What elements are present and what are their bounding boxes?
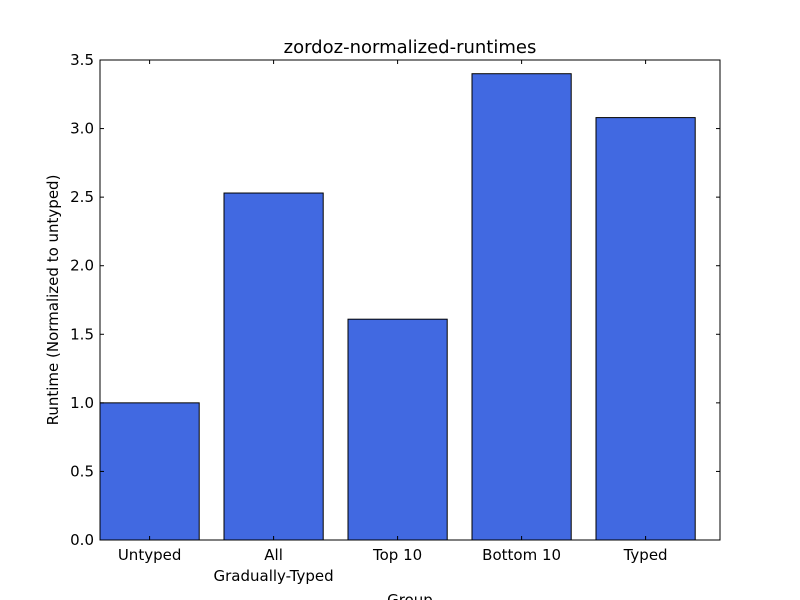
x-tick-label: Typed: [623, 546, 668, 564]
y-tick-label: 2.5: [70, 188, 94, 206]
y-tick-label: 3.0: [70, 120, 94, 138]
x-axis-label: Group: [387, 591, 433, 600]
bar-4: [595, 117, 696, 541]
y-tick-label: 3.5: [70, 51, 94, 69]
bar-0: [99, 402, 200, 541]
x-tick-label: Top 10: [372, 546, 422, 564]
y-tick-label: 0.0: [70, 531, 94, 549]
bar-3: [471, 73, 572, 541]
y-tick-label: 0.5: [70, 462, 94, 480]
x-tick-label: All: [264, 546, 283, 564]
bars-group: [99, 73, 696, 541]
ticks-group: Untyped All Gradually-Typed Top 10 Bottom 10…: [70, 51, 720, 585]
y-tick-label: 1.0: [70, 394, 94, 412]
y-axis-label: Runtime (Normalized to untyped): [44, 175, 62, 426]
x-tick-label: Untyped: [118, 546, 182, 564]
x-tick-label: Gradually-Typed: [214, 567, 334, 585]
x-tick-label: Bottom 10: [482, 546, 561, 564]
chart-title: zordoz-normalized-runtimes: [284, 37, 537, 58]
bar-2: [347, 318, 448, 541]
plot-frame: [99, 59, 721, 541]
bar-1: [223, 192, 324, 541]
y-tick-label: 1.5: [70, 325, 94, 343]
y-tick-label: 2.0: [70, 257, 94, 275]
